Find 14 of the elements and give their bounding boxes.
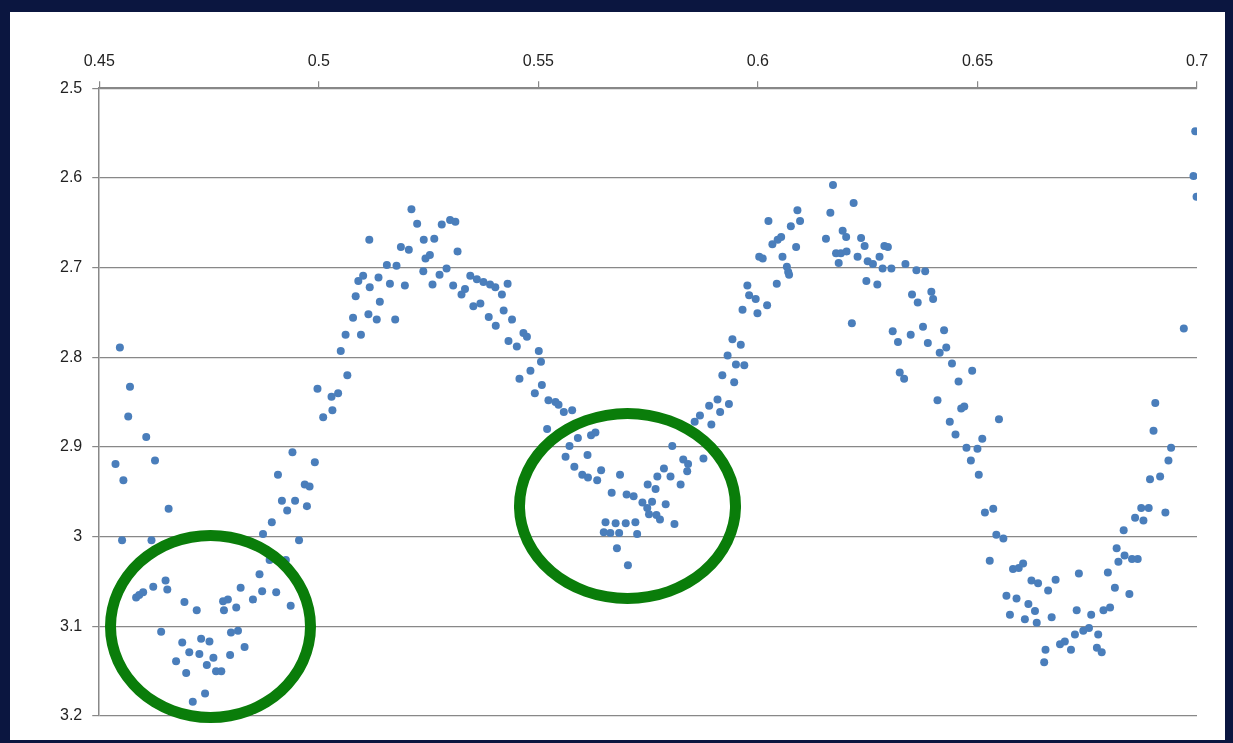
- y-tick-label: 2.5: [59, 78, 83, 96]
- x-tick-label: 0.65: [961, 52, 994, 70]
- x-tick-label: 0.55: [522, 52, 555, 70]
- y-tick-label: 3.2: [59, 706, 83, 724]
- x-tick-label: 0.45: [83, 52, 115, 70]
- y-tick-label: 2.9: [59, 437, 83, 455]
- y-tick-label: 2.6: [59, 168, 83, 186]
- y-tick-label: 3: [73, 527, 83, 545]
- y-tick-label: 2.8: [59, 347, 83, 365]
- x-tick-label: 0.5: [307, 52, 331, 70]
- y-tick-label: 3.1: [59, 616, 83, 634]
- x-tick-label: 0.7: [1185, 52, 1209, 70]
- y-tick-label: 2.7: [59, 257, 83, 275]
- x-tick-label: 0.6: [746, 52, 770, 70]
